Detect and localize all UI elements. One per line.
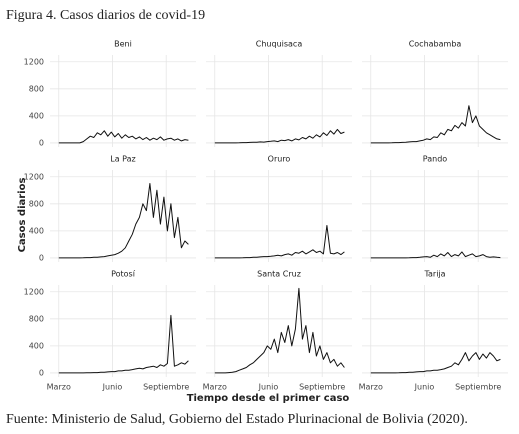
y-tick-label: 400 [29, 226, 44, 235]
y-tick-label: 400 [29, 341, 44, 350]
y-tick-label: 800 [29, 199, 44, 208]
panel-title: Potosí [111, 270, 136, 279]
panel-title: Chuquisaca [256, 40, 303, 49]
x-tick-label: Septiembre [143, 383, 189, 392]
x-tick-label: Marzo [203, 383, 227, 392]
panel-title: Tarija [423, 270, 445, 279]
figure-title: Figura 4. Casos diarios de covid-19 [6, 8, 205, 23]
y-tick-label: 1200 [24, 172, 44, 181]
line [214, 287, 345, 374]
y-tick-label: 800 [29, 314, 44, 323]
x-tick-label: Septiembre [455, 383, 501, 392]
y-tick-label: 0 [39, 368, 44, 377]
y-axis-label: Casos diarios [17, 178, 28, 253]
y-tick-label: 1200 [24, 57, 44, 66]
line [370, 251, 501, 259]
x-tick-label: Marzo [359, 383, 383, 392]
y-tick-label: 1200 [24, 287, 44, 296]
y-tick-label: 800 [29, 84, 44, 93]
x-tick-label: Junio [414, 383, 435, 392]
panel-title: Santa Cruz [257, 270, 301, 279]
y-tick-label: 400 [29, 111, 44, 120]
x-tick-label: Marzo [47, 383, 71, 392]
y-tick-label: 0 [39, 138, 44, 147]
x-axis-label: Tiempo desde el primer caso [187, 393, 350, 404]
panel-title: Pando [423, 155, 448, 164]
line [58, 130, 189, 144]
line [370, 352, 501, 374]
y-tick-label: 0 [39, 253, 44, 262]
line [370, 105, 501, 144]
x-tick-label: Junio [102, 383, 123, 392]
panel-title: Cochabamba [409, 40, 462, 49]
x-tick-label: Septiembre [299, 383, 345, 392]
panel-title: La Paz [110, 155, 135, 164]
x-tick-label: Junio [258, 383, 279, 392]
source: Fuente: Ministerio de Salud, Gobierno de… [6, 412, 468, 427]
panel-title: Beni [114, 40, 132, 49]
line [214, 225, 345, 259]
line [214, 128, 345, 144]
panel-title: Oruro [268, 155, 291, 164]
line [58, 314, 189, 374]
line [58, 183, 189, 259]
